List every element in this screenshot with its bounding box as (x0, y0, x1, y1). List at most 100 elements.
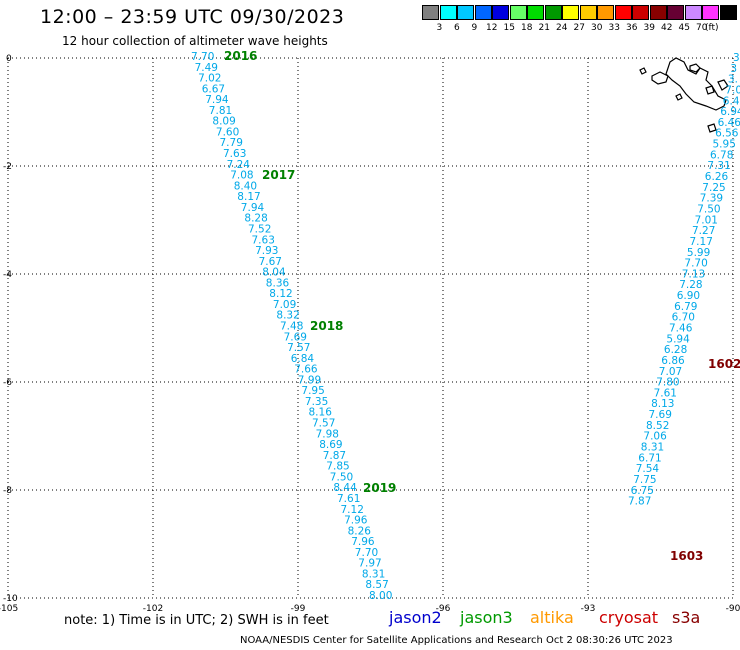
colorbar-swatch (562, 5, 579, 20)
colorbar-swatch (649, 5, 667, 20)
wave-height-value: 7.27 (692, 225, 715, 237)
wave-height-value: 7.63 (223, 148, 246, 160)
lat-tick-label: -4 (3, 270, 12, 280)
wave-height-value: 6.79 (674, 301, 697, 313)
axis-tick-labels: -105 -102 -99 -96 -93 -90 0 -2 -4 -6 -8 -10 (0, 54, 740, 614)
wave-height-value: 8.32 (276, 310, 299, 322)
lat-tick-label: -10 (3, 594, 18, 604)
wave-height-value: 6.90 (677, 290, 700, 302)
hour-label: 2017 (262, 168, 295, 182)
colorbar-unit: (ft) (705, 23, 719, 33)
wave-height-value: 7.95 (301, 385, 324, 397)
hour-label: 2018 (310, 319, 343, 333)
colorbar-swatch (597, 5, 614, 20)
colorbar-swatch (527, 5, 544, 20)
colorbar-label: 12 (486, 23, 498, 33)
colorbar-swatch (719, 5, 737, 20)
colorbar-swatch (614, 5, 632, 20)
colorbar-swatch (702, 5, 719, 20)
wave-height-value: 6.86 (661, 355, 685, 367)
wave-height-value: 7.50 (330, 471, 353, 483)
wave-height-value: 8.26 (348, 525, 372, 537)
colorbar-swatch (509, 5, 527, 20)
wave-height-value: 7.31 (707, 160, 730, 172)
island-outline (705, 85, 715, 95)
wave-height-value: 7.61 (654, 387, 677, 399)
wave-height-value: 3. (728, 74, 738, 86)
wave-height-value: 7.35 (305, 396, 328, 408)
wave-height-value: 7.94 (241, 202, 265, 214)
wave-height-value: 7.79 (220, 137, 243, 149)
colorbar-swatch (632, 5, 649, 20)
wave-height-value: 7.52 (248, 224, 271, 236)
map-title: 12:00 – 23:59 UTC 09/30/2023 (40, 6, 345, 28)
wave-height-value: 8.44 (333, 482, 357, 494)
wave-height-value: 8.00 (369, 590, 392, 602)
island-outline (689, 63, 701, 73)
wave-height-value: 7.50 (697, 204, 720, 216)
wave-height-value: 7.63 (252, 234, 275, 246)
colorbar-label: 21 (538, 23, 550, 33)
island-outline (651, 71, 669, 85)
wave-height-value: 8.36 (266, 277, 290, 289)
wave-height-value: 7.08 (230, 170, 253, 182)
colorbar-label: 39 (643, 23, 655, 33)
colorbar-swatch (474, 5, 492, 20)
wave-height-value: 6.75 (631, 485, 654, 497)
colorbar-label: 30 (591, 23, 603, 33)
lat-tick-label: 0 (6, 54, 12, 64)
hour-label: 1602 (708, 357, 740, 371)
wave-height-value: 5.95 (713, 139, 736, 151)
colorbar-label: 42 (661, 23, 673, 33)
lon-tick-label: -96 (436, 604, 451, 614)
wave-height-value: 6.46 (718, 117, 740, 129)
wave-height-value: 7.06 (643, 431, 667, 443)
colorbar-swatch (579, 5, 597, 20)
wave-height-value: 8.16 (309, 407, 333, 419)
wave-height-value: 7.01 (695, 214, 718, 226)
wave-height-value: 7.80 (656, 377, 679, 389)
lon-tick-label: -102 (143, 604, 163, 614)
colorbar-swatch (684, 5, 702, 20)
wave-height-value: 7.66 (294, 364, 318, 376)
satellite-legend-item: jason3 (460, 608, 513, 627)
colorbar-label: 33 (608, 23, 620, 33)
wave-height-value: 8.31 (362, 568, 385, 580)
wave-height-value: 8.52 (646, 420, 669, 432)
colorbar-label: 36 (626, 23, 638, 33)
colorbar-label: 45 (678, 23, 690, 33)
island-outline (639, 67, 647, 75)
wave-height-value: 7.54 (636, 463, 660, 475)
lat-tick-label: -8 (3, 486, 12, 496)
wave-height-value: 7.69 (649, 409, 672, 421)
colorbar-label: 15 (503, 23, 515, 33)
wave-height-value: 5.94 (666, 333, 690, 345)
wave-height-value: 7.12 (341, 504, 364, 516)
lat-tick-label: -6 (3, 378, 12, 388)
wave-height-value: 7.02 (198, 73, 221, 85)
colorbar-swatch (439, 5, 457, 20)
wave-height-value: 7.87 (323, 450, 346, 462)
wave-height-value: 7.70 (191, 51, 214, 63)
colorbar-swatch (457, 5, 474, 20)
wave-height-value: 6.94 (720, 106, 740, 118)
wave-height-value: 8.28 (244, 213, 267, 225)
wave-height-value: 7.48 (280, 321, 303, 333)
wave-height-value: 8.40 (234, 180, 257, 192)
wave-height-value: 6.67 (202, 83, 225, 95)
wave-height-value: 8.13 (651, 398, 674, 410)
west-altimeter-track: 7.707.497.026.677.947.818.097.607.797.63… (191, 51, 392, 602)
colorbar-label: 3 (436, 23, 443, 33)
wave-height-value: 6.70 (672, 312, 695, 324)
credit-line: NOAA/NESDIS Center for Satellite Applica… (240, 635, 673, 646)
island-outline (717, 79, 729, 91)
lon-tick-label: -99 (291, 604, 306, 614)
wave-height-value: 7.13 (682, 268, 705, 280)
wave-height-value: 6.28 (664, 344, 687, 356)
hour-label: 1603 (670, 549, 703, 563)
wave-height-value: 7.96 (351, 536, 375, 548)
wave-height-value: 7.57 (287, 342, 310, 354)
wave-height-value: 7.28 (679, 279, 702, 291)
lon-tick-label: -90 (726, 604, 740, 614)
wave-height-value: 3 (733, 52, 740, 64)
